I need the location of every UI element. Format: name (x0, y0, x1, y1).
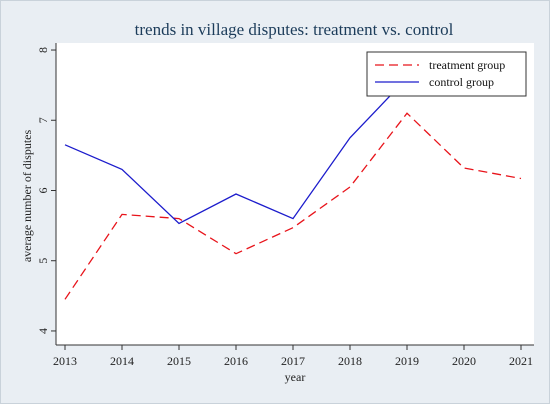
x-axis-label: year (285, 370, 306, 384)
x-tick-label: 2021 (509, 354, 533, 368)
x-tick-label: 2019 (395, 354, 419, 368)
x-axis-ticks: 2013 2014 2015 2016 2017 2018 2019 2020 2021 (53, 345, 533, 368)
legend: treatment group control group (366, 51, 527, 97)
x-tick-label: 2014 (110, 354, 134, 368)
series-line-control-group (64, 77, 408, 225)
x-tick-label: 2013 (53, 354, 77, 368)
y-tick-label: 6 (36, 187, 50, 193)
y-tick-label: 8 (36, 47, 50, 53)
series-line-treatment-group (64, 112, 522, 300)
y-axis-label: average number of disputes (20, 130, 34, 263)
x-tick-label: 2017 (281, 354, 305, 368)
legend-label: treatment group (429, 58, 505, 72)
y-axis-ticks: 4 5 6 7 8 (36, 47, 56, 334)
y-tick-label: 7 (36, 117, 50, 123)
y-tick-label: 5 (36, 258, 50, 264)
y-tick-label: 4 (36, 328, 50, 334)
x-tick-label: 2015 (167, 354, 191, 368)
x-tick-label: 2016 (224, 354, 248, 368)
series-lines (64, 77, 522, 300)
chart-title: trends in village disputes: treatment vs… (135, 20, 454, 39)
x-tick-label: 2018 (338, 354, 362, 368)
x-tick-label: 2020 (452, 354, 476, 368)
legend-label: control group (429, 75, 494, 89)
legend-box (366, 51, 527, 97)
